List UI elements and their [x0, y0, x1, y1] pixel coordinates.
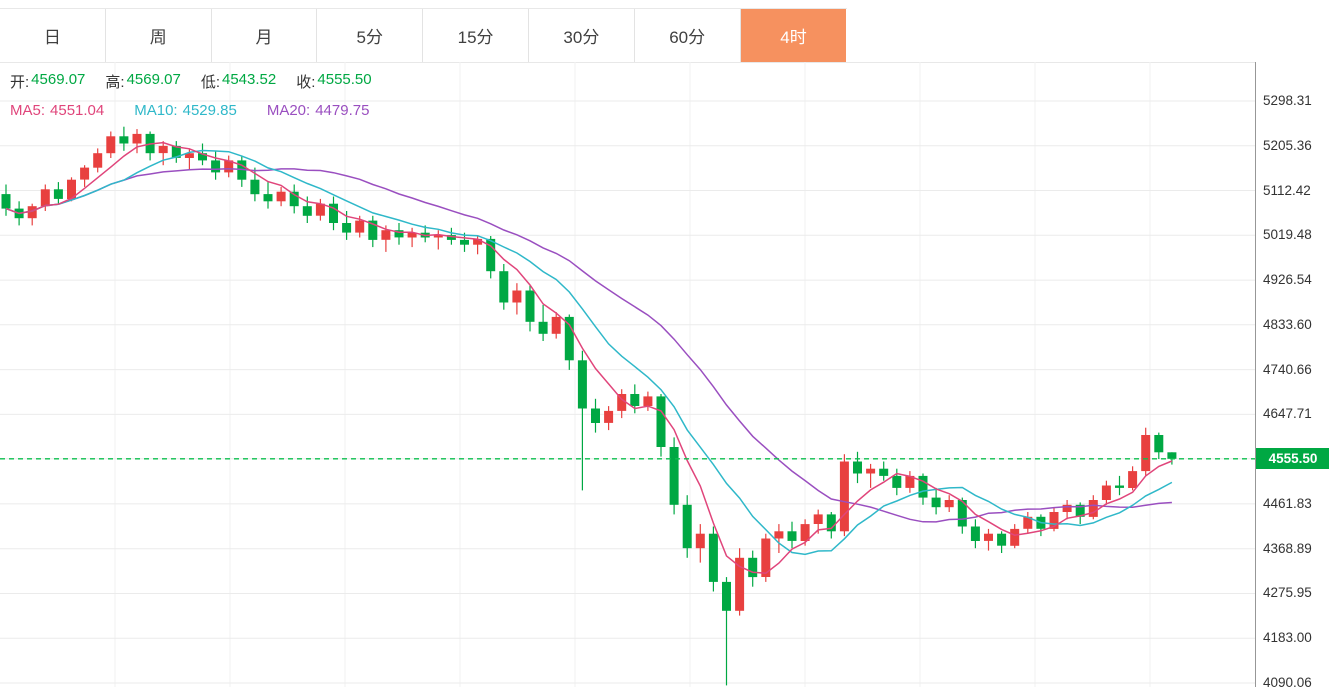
ohlc-legend: 开: 4569.07 高: 4569.07 低: 4543.52 收: 4555.50 [10, 70, 399, 92]
tab-4hour[interactable]: 4时 [740, 9, 847, 62]
tab-month[interactable]: 月 [211, 9, 318, 62]
axis-tick: 5205.36 [1263, 138, 1312, 153]
legend-ma5: MA5: 4551.04 [10, 101, 105, 119]
close-value: 收: 4555.50 [296, 70, 372, 91]
axis-tick: 4926.54 [1263, 272, 1312, 287]
legend-ma20: MA20: 4479.75 [266, 101, 370, 119]
candlestick-plot[interactable] [0, 62, 1255, 687]
tab-day[interactable]: 日 [0, 9, 106, 62]
ma-legend: MA5: 4551.04 MA10: 4529.85 MA20: 4479.75 [10, 99, 399, 121]
low-value: 低: 4543.52 [200, 70, 277, 91]
axis-tick: 4090.06 [1263, 675, 1312, 687]
tab-5min[interactable]: 5分 [317, 9, 424, 62]
axis-tick: 4647.71 [1263, 406, 1312, 421]
axis-tick: 5019.48 [1263, 227, 1312, 242]
axis-tick: 4368.89 [1263, 541, 1312, 556]
current-price-label: 4555.50 [1256, 448, 1329, 469]
axis-tick: 4833.60 [1263, 317, 1312, 332]
axis-tick: 4461.83 [1263, 496, 1312, 511]
high-value: 高: 4569.07 [105, 70, 181, 91]
axis-tick: 5298.31 [1263, 93, 1312, 108]
axis-tick: 4740.66 [1263, 362, 1312, 377]
tabbar-divider [0, 62, 1329, 63]
tab-60min[interactable]: 60分 [634, 9, 741, 62]
legend-ma10: MA10: 4529.85 [134, 101, 237, 119]
axis-tick: 4275.95 [1263, 585, 1312, 600]
tab-week[interactable]: 周 [105, 9, 212, 62]
chart-legend: 开: 4569.07 高: 4569.07 低: 4543.52 收: 4555.50 … [10, 70, 399, 121]
tab-30min[interactable]: 30分 [528, 9, 635, 62]
axis-tick: 4183.00 [1263, 630, 1312, 645]
timeframe-tabs: 日 周 月 5分 15分 30分 60分 4时 [0, 8, 847, 62]
open-value: 开: 4569.07 [10, 70, 86, 91]
tab-15min[interactable]: 15分 [423, 9, 529, 62]
axis-tick: 5112.42 [1263, 183, 1311, 198]
price-axis: 5298.31 5205.36 5112.42 5019.48 4926.54 4833.… [1255, 62, 1329, 687]
